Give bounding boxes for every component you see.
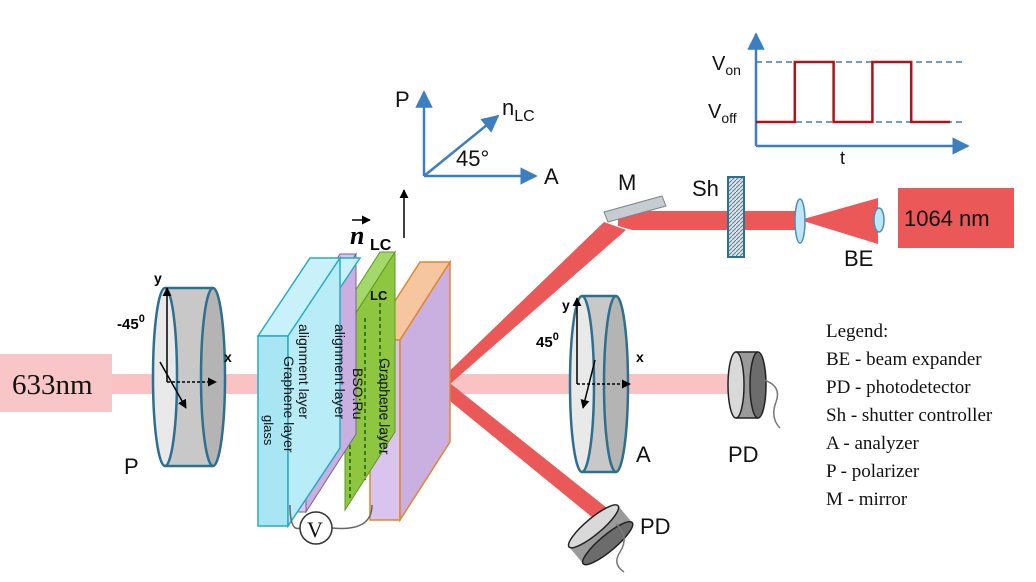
- inset-A-label: A: [544, 164, 559, 189]
- mirror: [603, 195, 667, 223]
- polarization-axes-inset: P nLC A 45°: [395, 87, 559, 189]
- von-label: Von: [712, 53, 741, 78]
- polarizer-label: P: [124, 454, 139, 479]
- inset-angle-label: 45°: [456, 146, 489, 171]
- layer-alignment-2: alignment layer: [332, 324, 348, 419]
- legend-item-be: BE - beam expander: [826, 349, 982, 370]
- lc-director-symbol: n: [350, 221, 364, 250]
- layer-alignment-1: alignment layer: [296, 324, 312, 419]
- legend-item-m: M - mirror: [826, 489, 908, 510]
- photodetector-1: [727, 351, 781, 429]
- pump-beam: [434, 198, 878, 522]
- pump-laser-label: 1064 nm: [904, 206, 990, 231]
- polarizer-angle: -450: [117, 313, 145, 333]
- analyzer-angle: 450: [536, 331, 559, 351]
- analyzer: [568, 294, 631, 474]
- probe-laser-label: 633nm: [12, 369, 93, 401]
- layer-graphene-1: Graphene layer: [281, 356, 297, 453]
- polarizer-transmission-axis: [159, 361, 187, 409]
- lc-label: LC: [370, 288, 388, 303]
- beam-expander-lens-1: [794, 198, 806, 244]
- probe-laser-source: 633nm: [0, 354, 112, 412]
- voff-label: Voff: [708, 101, 737, 126]
- shutter: [727, 176, 745, 258]
- mirror-label: M: [618, 170, 636, 195]
- shutter-label: Sh: [692, 176, 719, 201]
- analyzer-transmission-axis: [580, 359, 596, 409]
- beam-expander-lens-2: [873, 207, 885, 233]
- layer-graphene-2: Graphene layer: [377, 358, 393, 455]
- beam-expander-label: BE: [844, 246, 873, 271]
- photodetector-2-label: PD: [640, 514, 671, 539]
- voltage-waveform-inset: Von Voff t: [708, 32, 970, 168]
- layer-glass: glass: [261, 415, 276, 446]
- voltage-source: [299, 511, 333, 545]
- waveform-trace: [756, 60, 950, 124]
- legend-item-a: A - analyzer: [826, 433, 919, 454]
- waveform-time-label: t: [840, 148, 845, 168]
- legend-item-p: P - polarizer: [826, 461, 920, 482]
- layer-bso-ru: BSO:Ru: [350, 368, 366, 419]
- legend-item-pd: PD - photodetector: [826, 377, 971, 398]
- analyzer-label: A: [636, 442, 651, 467]
- lc-director-subscript: LC: [370, 237, 392, 254]
- legend-item-sh: Sh - shutter controller: [826, 405, 993, 426]
- lc-cell: glass Graphene layer alignment layer ali…: [256, 250, 452, 545]
- analyzer-x-label: x: [636, 349, 644, 365]
- analyzer-y-label: y: [562, 297, 570, 313]
- inset-P-label: P: [395, 87, 410, 112]
- legend: Legend: BE - beam expander PD - photodet…: [826, 318, 1036, 514]
- pump-laser-source: 1064 nm: [898, 188, 1014, 248]
- legend-title: Legend:: [826, 321, 889, 342]
- photodetector-2: [567, 504, 634, 566]
- polarizer: [151, 286, 227, 468]
- glass-plate: [256, 255, 362, 529]
- photodetector-1-label: PD: [728, 442, 759, 467]
- polarizer-y-label: y: [154, 270, 162, 286]
- inset-nlc-label: nLC: [502, 95, 535, 125]
- voltage-source-label: V: [307, 517, 323, 542]
- polarizer-x-label: x: [224, 349, 232, 365]
- lc-director: n LC: [350, 189, 409, 254]
